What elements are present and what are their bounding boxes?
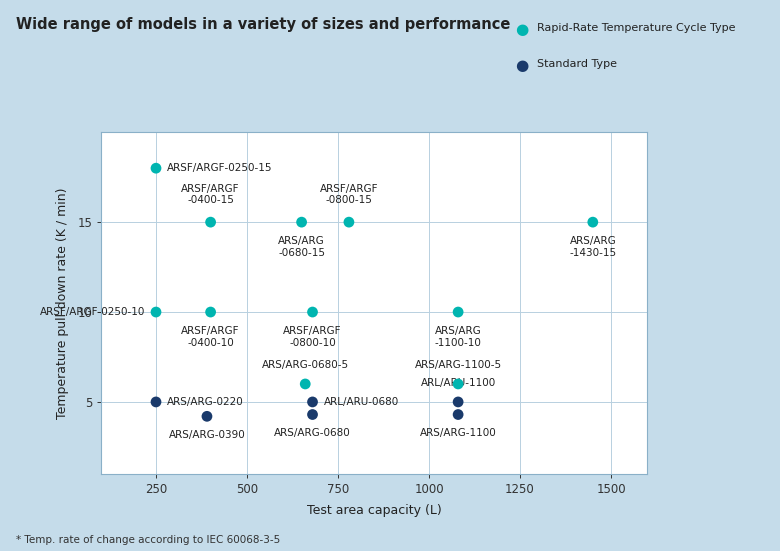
Point [342, 218, 355, 226]
Point [307, 397, 319, 406]
Point [299, 380, 311, 388]
Text: ARL/ARU-1100: ARL/ARU-1100 [420, 378, 496, 388]
Point [452, 397, 464, 406]
Text: ARSF/ARGF
-0400-10: ARSF/ARGF -0400-10 [181, 326, 240, 348]
Text: ARSF/ARGF
-0800-15: ARSF/ARGF -0800-15 [320, 184, 378, 206]
Text: ARS/ARG-0220: ARS/ARG-0220 [167, 397, 244, 407]
Point [307, 410, 319, 419]
Text: Wide range of models in a variety of sizes and performance: Wide range of models in a variety of siz… [16, 17, 510, 31]
Point [452, 307, 464, 316]
Point [204, 218, 217, 226]
Text: ARS/ARG
-1430-15: ARS/ARG -1430-15 [569, 236, 616, 258]
Point [452, 410, 464, 419]
Point [296, 218, 308, 226]
Point [150, 397, 162, 406]
Text: ●: ● [515, 58, 528, 73]
X-axis label: Test area capacity (L): Test area capacity (L) [307, 504, 441, 517]
Text: ARSF/ARGF-0250-10: ARSF/ARGF-0250-10 [40, 307, 145, 317]
Text: ARSF/ARGF
-0400-15: ARSF/ARGF -0400-15 [181, 184, 240, 206]
Point [587, 218, 599, 226]
Text: ARS/ARG-0680-5: ARS/ARG-0680-5 [261, 360, 349, 370]
Text: Rapid-Rate Temperature Cycle Type: Rapid-Rate Temperature Cycle Type [537, 23, 735, 33]
Text: Standard Type: Standard Type [537, 59, 617, 69]
Text: * Temp. rate of change according to IEC 60068-3-5: * Temp. rate of change according to IEC … [16, 536, 280, 545]
Point [200, 412, 213, 421]
Point [307, 307, 319, 316]
Text: ARS/ARG
-0680-15: ARS/ARG -0680-15 [278, 236, 325, 258]
Point [150, 164, 162, 172]
Text: ARS/ARG-1100-5: ARS/ARG-1100-5 [414, 360, 502, 370]
Point [150, 307, 162, 316]
Text: ARS/ARG-0680: ARS/ARG-0680 [274, 429, 351, 439]
Point [452, 380, 464, 388]
Text: ARL/ARU-0680: ARL/ARU-0680 [324, 397, 399, 407]
Text: ARS/ARG-0390: ARS/ARG-0390 [168, 430, 246, 440]
Text: ARS/ARG-1100: ARS/ARG-1100 [420, 429, 497, 439]
Y-axis label: Temperature pull-down rate (K / min): Temperature pull-down rate (K / min) [56, 187, 69, 419]
Text: ARSF/ARGF
-0800-10: ARSF/ARGF -0800-10 [283, 326, 342, 348]
Point [204, 307, 217, 316]
Text: ARSF/ARGF-0250-15: ARSF/ARGF-0250-15 [167, 163, 273, 173]
Text: ARS/ARG
-1100-10: ARS/ARG -1100-10 [434, 326, 481, 348]
Text: ●: ● [515, 22, 528, 37]
